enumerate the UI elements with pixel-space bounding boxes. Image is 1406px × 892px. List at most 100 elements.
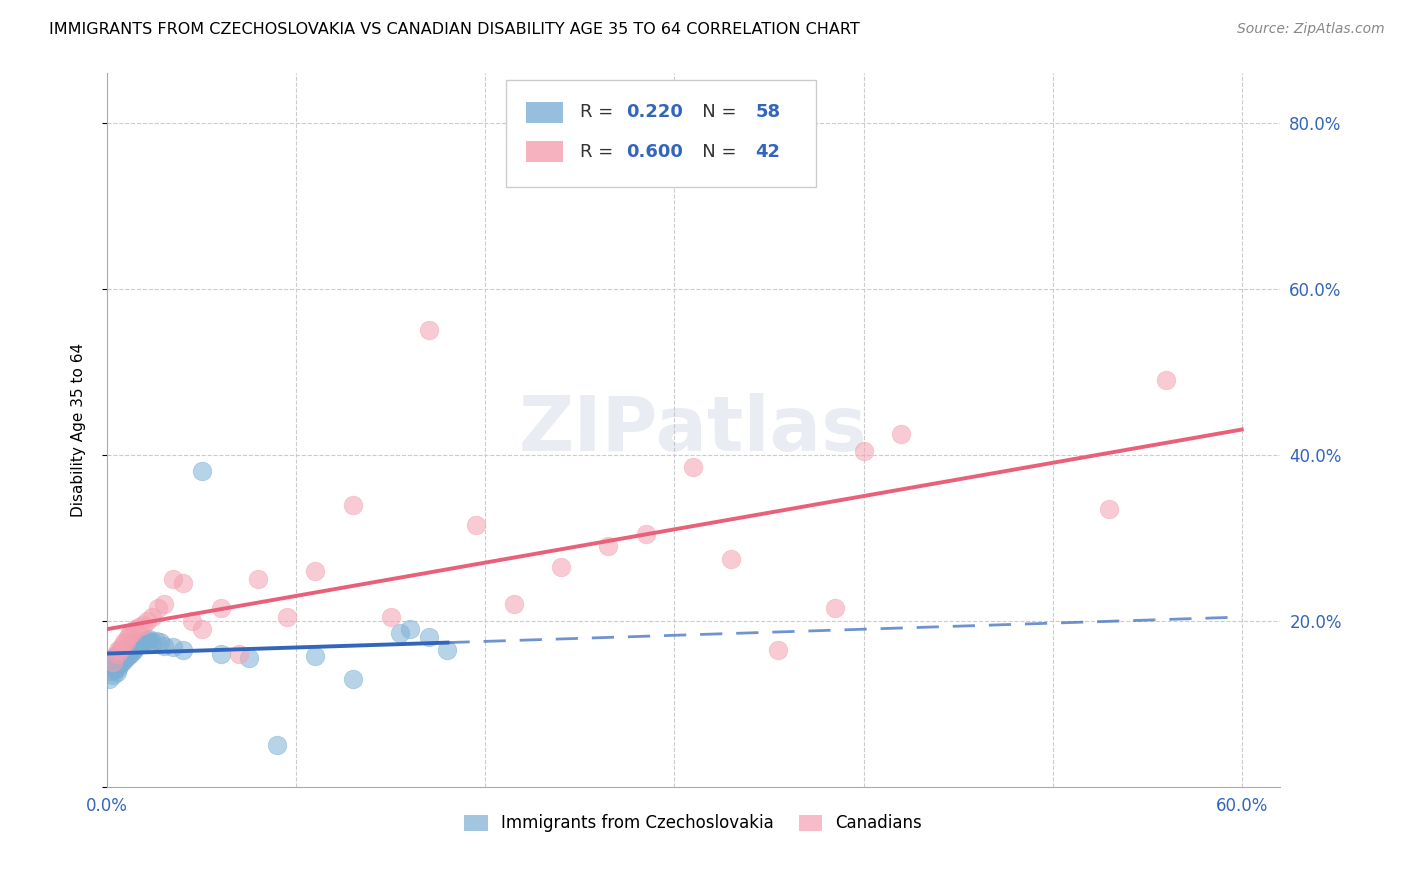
Point bbox=[129, 634, 152, 648]
Point bbox=[768, 643, 790, 657]
Point bbox=[101, 651, 124, 665]
Point bbox=[149, 635, 172, 649]
Point bbox=[111, 655, 134, 669]
Point bbox=[104, 662, 127, 676]
Point bbox=[598, 539, 620, 553]
Point bbox=[122, 643, 145, 657]
Point bbox=[128, 620, 150, 634]
Point bbox=[502, 597, 524, 611]
Point bbox=[1098, 501, 1121, 516]
FancyBboxPatch shape bbox=[526, 141, 564, 162]
Point bbox=[100, 659, 122, 673]
Point bbox=[105, 657, 128, 671]
Point bbox=[101, 667, 124, 681]
Point bbox=[720, 551, 742, 566]
Point bbox=[97, 672, 120, 686]
Legend: Immigrants from Czechoslovakia, Canadians: Immigrants from Czechoslovakia, Canadian… bbox=[458, 808, 929, 839]
Point bbox=[464, 518, 486, 533]
Y-axis label: Disability Age 35 to 64: Disability Age 35 to 64 bbox=[72, 343, 86, 517]
Point bbox=[1154, 373, 1177, 387]
Point bbox=[228, 647, 250, 661]
Point bbox=[146, 601, 169, 615]
Text: IMMIGRANTS FROM CZECHOSLOVAKIA VS CANADIAN DISABILITY AGE 35 TO 64 CORRELATION C: IMMIGRANTS FROM CZECHOSLOVAKIA VS CANADI… bbox=[49, 22, 860, 37]
Point bbox=[209, 601, 232, 615]
Point bbox=[101, 657, 124, 671]
Text: N =: N = bbox=[685, 143, 742, 161]
Text: 58: 58 bbox=[755, 103, 780, 121]
Point bbox=[111, 648, 134, 663]
Point bbox=[247, 572, 270, 586]
Point bbox=[634, 526, 657, 541]
Point bbox=[238, 651, 260, 665]
Text: 0.220: 0.220 bbox=[627, 103, 683, 121]
Point bbox=[105, 647, 128, 661]
Point bbox=[118, 626, 141, 640]
Point bbox=[209, 647, 232, 661]
Point bbox=[124, 640, 146, 655]
Point bbox=[111, 639, 134, 653]
Point bbox=[342, 672, 364, 686]
Point bbox=[852, 443, 875, 458]
Point bbox=[145, 633, 167, 648]
Point bbox=[104, 648, 127, 663]
Point bbox=[110, 643, 132, 657]
Point bbox=[141, 609, 163, 624]
Point bbox=[107, 643, 129, 657]
Point bbox=[418, 631, 440, 645]
Point bbox=[276, 609, 298, 624]
Point bbox=[389, 626, 412, 640]
Point bbox=[112, 646, 135, 660]
Point bbox=[172, 576, 194, 591]
Point bbox=[115, 634, 138, 648]
Point bbox=[101, 655, 124, 669]
Point bbox=[121, 639, 143, 653]
Point bbox=[190, 622, 212, 636]
Point bbox=[890, 427, 912, 442]
Point bbox=[112, 653, 135, 667]
Point bbox=[117, 648, 139, 663]
Point bbox=[110, 657, 132, 671]
Point bbox=[127, 639, 149, 653]
Point bbox=[266, 739, 288, 753]
Point bbox=[115, 650, 138, 665]
Point bbox=[121, 626, 143, 640]
Point bbox=[134, 633, 156, 648]
Point bbox=[122, 637, 145, 651]
Point bbox=[107, 647, 129, 661]
Point bbox=[115, 644, 138, 658]
Point bbox=[110, 644, 132, 658]
Point bbox=[682, 460, 704, 475]
Point bbox=[141, 634, 163, 648]
Point bbox=[824, 601, 846, 615]
Point bbox=[117, 643, 139, 657]
Point bbox=[105, 665, 128, 680]
Point bbox=[342, 498, 364, 512]
Point bbox=[436, 643, 458, 657]
Text: Source: ZipAtlas.com: Source: ZipAtlas.com bbox=[1237, 22, 1385, 37]
Point bbox=[135, 614, 157, 628]
Point bbox=[105, 651, 128, 665]
Text: N =: N = bbox=[685, 103, 742, 121]
Point bbox=[100, 664, 122, 678]
Text: R =: R = bbox=[579, 103, 619, 121]
Point bbox=[162, 640, 184, 655]
Point bbox=[107, 661, 129, 675]
Point bbox=[153, 639, 176, 653]
Point bbox=[118, 647, 141, 661]
Point bbox=[112, 634, 135, 648]
Point bbox=[111, 643, 134, 657]
Point bbox=[107, 654, 129, 668]
Point bbox=[418, 323, 440, 337]
Point bbox=[550, 559, 572, 574]
Point bbox=[124, 622, 146, 636]
Point bbox=[172, 643, 194, 657]
Point bbox=[121, 644, 143, 658]
Point bbox=[304, 564, 326, 578]
Point bbox=[190, 464, 212, 478]
Point bbox=[117, 631, 139, 645]
Text: 42: 42 bbox=[755, 143, 780, 161]
Point bbox=[380, 609, 402, 624]
Point bbox=[135, 632, 157, 647]
Point bbox=[124, 634, 146, 648]
Point bbox=[398, 622, 420, 636]
